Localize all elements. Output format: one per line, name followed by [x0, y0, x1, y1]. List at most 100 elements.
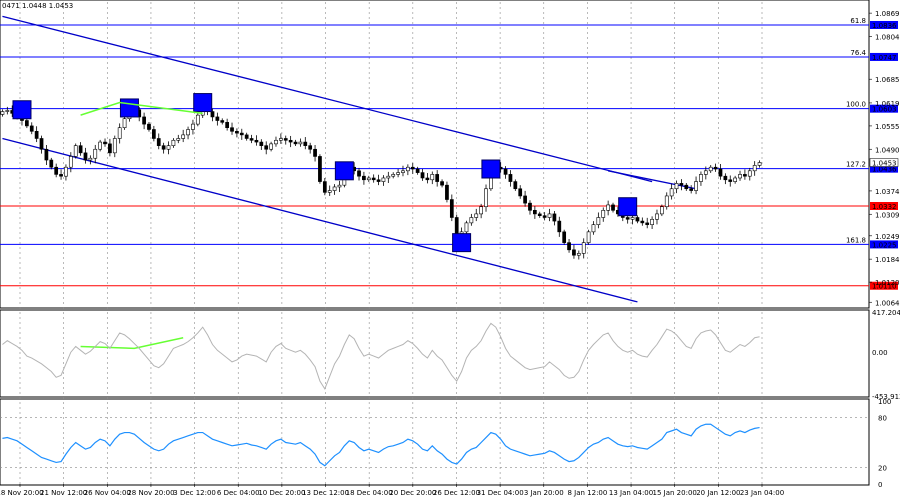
- candle-body: [29, 125, 34, 132]
- x-tick-label: 13 Jan 04:00: [609, 489, 653, 497]
- x-tick-label: 28 Nov 20:00: [127, 489, 174, 497]
- rsi-line: [2, 423, 760, 467]
- candle-body: [337, 184, 342, 188]
- candle-body: [503, 168, 508, 175]
- candle-body: [723, 175, 728, 181]
- candle-body: [562, 231, 567, 243]
- candle-body: [537, 213, 542, 216]
- pattern-marker: [12, 100, 32, 120]
- pattern-marker: [193, 93, 213, 113]
- price-tick-label: 1.0309: [875, 211, 900, 219]
- level-label-fib-61.8: 1.0836: [872, 22, 897, 30]
- price-tick-label: 1.0184: [875, 256, 900, 264]
- candle-body: [445, 184, 449, 200]
- candle-body: [738, 174, 742, 179]
- candle-body: [728, 179, 733, 182]
- x-tick-label: 13 Dec 12:00: [302, 489, 349, 497]
- candle-body: [679, 183, 684, 186]
- x-tick-label: 20 Dec 20:00: [389, 489, 436, 497]
- candle-body: [576, 253, 581, 256]
- candle-body: [254, 139, 259, 143]
- candle-body: [235, 130, 239, 134]
- price-levels: [0, 24, 869, 287]
- x-tick-label: 18 Nov 20:00: [0, 489, 44, 497]
- candle-body: [611, 204, 615, 211]
- channel-upper: [2, 15, 653, 183]
- candle-body: [283, 138, 288, 141]
- candle-body: [230, 127, 234, 132]
- candle-body: [181, 134, 186, 139]
- level-label-fib-76.4: 1.0747: [872, 54, 897, 62]
- candle-body: [303, 141, 308, 146]
- candle-body: [440, 181, 444, 186]
- candle-body: [581, 242, 586, 254]
- x-tick-label: 23 Jan 04:00: [740, 489, 784, 497]
- candle-body: [0, 111, 5, 115]
- price-tick-label: 1.0064: [875, 299, 900, 307]
- axes: 61.8 1.0836 76.4 1.0747 100.0 1.0603 127.2 1.04…: [0, 10, 900, 497]
- candle-body: [313, 148, 317, 157]
- candle-body: [371, 177, 376, 181]
- candle-body: [308, 145, 313, 150]
- candle-body: [703, 170, 708, 175]
- candle-body: [215, 116, 220, 121]
- candle-body: [533, 210, 537, 215]
- price-panel: [0, 0, 870, 309]
- x-tick-label: 10 Dec 20:00: [258, 489, 305, 497]
- candle-body: [386, 175, 391, 179]
- candle-body: [757, 162, 762, 166]
- candle-body: [660, 206, 664, 215]
- candle-body: [508, 174, 513, 182]
- candle-body: [699, 174, 703, 182]
- level-label-fib-100: 1.0603: [872, 106, 897, 114]
- level-label-box-fib-61.8: [870, 20, 898, 29]
- current-price-label: 1.0453: [872, 160, 897, 168]
- candle-body: [410, 166, 415, 170]
- level-pct-fib-61.8: 61.8: [850, 17, 866, 25]
- pattern-marker: [119, 98, 139, 118]
- candle-body: [474, 213, 479, 218]
- candle-body: [166, 145, 171, 150]
- price-tick-label: 1.0120: [875, 279, 900, 287]
- candle-body: [401, 170, 405, 173]
- cci-tick-label: 0.00: [872, 349, 888, 357]
- candle-body: [567, 242, 571, 251]
- candle-body: [664, 195, 669, 208]
- cci-tick-label: -453.913: [872, 393, 900, 401]
- candle-body: [435, 174, 440, 182]
- pattern-marker: [334, 161, 354, 181]
- candle-body: [288, 139, 293, 143]
- candle-body: [484, 188, 488, 208]
- pattern-marker: [618, 197, 638, 217]
- candle-body: [391, 174, 396, 177]
- candle-body: [64, 166, 68, 177]
- x-tick-label: 31 Dec 04:00: [477, 489, 524, 497]
- candle-body: [454, 217, 459, 234]
- candle-body: [191, 123, 195, 130]
- level-pct-fib-127.2: 127.2: [846, 161, 866, 169]
- candle-body: [689, 188, 694, 191]
- candle-body: [518, 188, 523, 197]
- candle-body: [210, 111, 215, 118]
- cci-divergence-line: [80, 337, 184, 350]
- candle-body: [156, 138, 161, 146]
- x-tick-label: 15 Jan 20:00: [653, 489, 697, 497]
- candle-body: [640, 220, 645, 224]
- candle-body: [152, 129, 156, 139]
- candle-body: [718, 168, 723, 177]
- price-tick-label: 1.0490: [875, 146, 900, 154]
- candle-body: [322, 181, 327, 193]
- divergence-lines: [80, 101, 203, 350]
- price-tick-label: 1.0249: [875, 233, 900, 241]
- x-tick-label: 21 Nov 12:00: [40, 489, 87, 497]
- pattern-marker: [481, 159, 501, 179]
- price-tick-label: 1.0685: [875, 76, 900, 84]
- candle-body: [396, 172, 400, 175]
- candle-body: [264, 145, 269, 150]
- level-pct-fib-161.8: 161.8: [846, 236, 866, 244]
- candle-body: [171, 139, 176, 146]
- price-tick-label: 1.0869: [875, 10, 900, 18]
- candle-body: [557, 220, 562, 233]
- candle-body: [332, 186, 337, 191]
- candles: [0, 102, 762, 260]
